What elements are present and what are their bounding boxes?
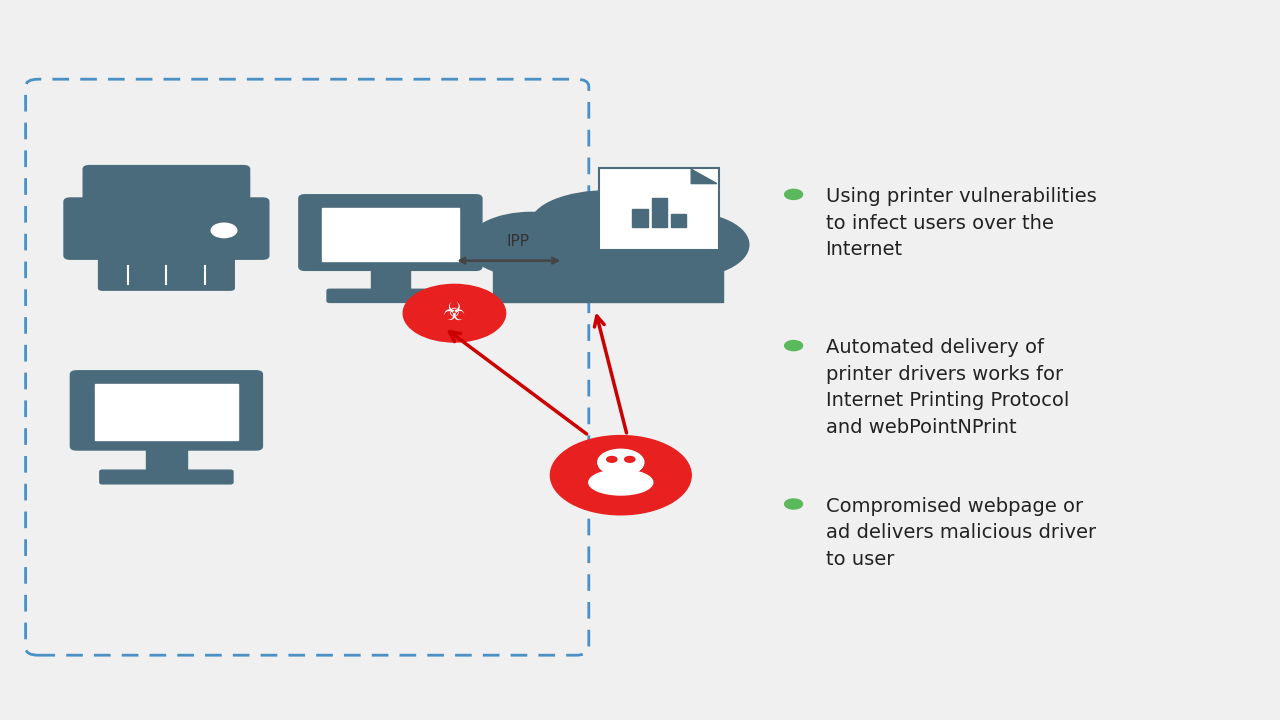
Circle shape: [625, 456, 635, 462]
FancyBboxPatch shape: [95, 384, 238, 440]
Circle shape: [550, 436, 691, 515]
Ellipse shape: [493, 209, 723, 295]
FancyBboxPatch shape: [99, 250, 234, 290]
FancyBboxPatch shape: [100, 470, 233, 484]
FancyBboxPatch shape: [70, 371, 262, 450]
Polygon shape: [691, 169, 717, 184]
FancyBboxPatch shape: [371, 263, 410, 295]
Text: Automated delivery of
printer drivers works for
Internet Printing Protocol
and w: Automated delivery of printer drivers wo…: [826, 338, 1069, 437]
FancyBboxPatch shape: [323, 208, 458, 261]
Ellipse shape: [467, 212, 595, 277]
Ellipse shape: [589, 470, 653, 495]
FancyBboxPatch shape: [146, 442, 187, 476]
Text: Using printer vulnerabilities
to infect users over the
Internet: Using printer vulnerabilities to infect …: [826, 187, 1097, 259]
Circle shape: [785, 341, 803, 351]
FancyBboxPatch shape: [632, 209, 648, 227]
Circle shape: [785, 189, 803, 199]
FancyBboxPatch shape: [493, 252, 723, 302]
Ellipse shape: [531, 191, 685, 256]
FancyBboxPatch shape: [83, 166, 250, 212]
FancyBboxPatch shape: [599, 168, 719, 250]
FancyBboxPatch shape: [64, 198, 269, 259]
Text: ☣: ☣: [443, 301, 466, 325]
Ellipse shape: [621, 212, 749, 277]
Wedge shape: [599, 462, 643, 475]
Circle shape: [403, 284, 506, 342]
Text: IPP: IPP: [507, 234, 530, 248]
Text: Compromised webpage or
ad delivers malicious driver
to user: Compromised webpage or ad delivers malic…: [826, 497, 1096, 569]
Circle shape: [607, 456, 617, 462]
Circle shape: [598, 449, 644, 475]
FancyBboxPatch shape: [328, 289, 454, 302]
Circle shape: [785, 499, 803, 509]
FancyBboxPatch shape: [300, 195, 483, 271]
FancyBboxPatch shape: [671, 214, 686, 227]
FancyBboxPatch shape: [652, 198, 667, 227]
Circle shape: [211, 223, 237, 238]
